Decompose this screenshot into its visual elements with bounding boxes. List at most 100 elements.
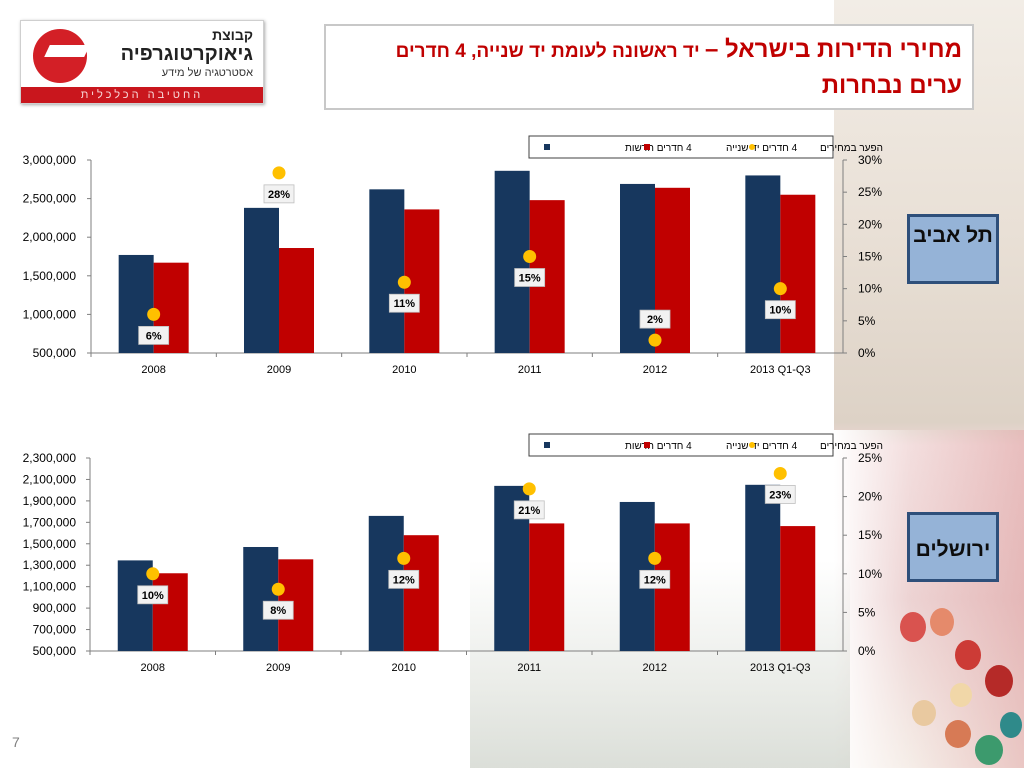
- y2-tick-label: 25%: [858, 185, 882, 199]
- gap-point: [397, 551, 411, 565]
- chart-tel-aviv: 3,000,000 2,500,000 2,000,000 1,500,000 1,00…: [23, 135, 883, 376]
- gap-label-box: [639, 569, 671, 589]
- x-tick-label: 2008: [141, 364, 165, 376]
- gap-label-text: 12%: [393, 574, 415, 586]
- y-tick-label: 1,500,000: [23, 537, 77, 551]
- y-tick-label: 1,700,000: [23, 515, 77, 529]
- gap-label: 11%: [388, 293, 420, 313]
- legend-marker: [644, 442, 650, 448]
- y-tick-label: 1,100,000: [23, 580, 77, 594]
- legend-marker: [749, 144, 755, 150]
- slide-title-main: מחירי הדירות בישראל –: [705, 36, 962, 63]
- city-label-tel-aviv: תל אביב: [907, 214, 999, 284]
- legend-box: [528, 135, 834, 159]
- gap-label-text: 10%: [142, 590, 164, 602]
- gap-label-box: [388, 293, 420, 313]
- gap-label: 6%: [138, 325, 170, 345]
- logo-mark-icon: [33, 29, 87, 83]
- gap-point: [523, 250, 537, 263]
- bar-second-hand: [780, 526, 816, 651]
- legend-marker: [544, 144, 550, 150]
- y-tick-label: 500,000: [33, 644, 77, 658]
- legend-marker: [749, 442, 755, 448]
- y-tick-label: 1,000,000: [23, 307, 77, 321]
- gap-label-box: [262, 600, 294, 620]
- y2-tick-label: 0%: [858, 644, 876, 658]
- x-tick-label: 2009: [267, 364, 291, 376]
- legend-box: [528, 433, 834, 457]
- legend: 4 חדרים חדשות 4 חדרים יד שנייה הפער במחירי…: [528, 135, 883, 159]
- gap-label: 12%: [639, 569, 671, 589]
- bar-second-hand: [780, 194, 816, 353]
- y-tick-label: 3,000,000: [23, 153, 77, 167]
- x-tick-label: 2011: [517, 662, 541, 674]
- legend-label: הפער במחירים: [820, 441, 883, 452]
- gap-point: [146, 567, 160, 581]
- bar-new: [244, 207, 279, 353]
- gap-point: [147, 307, 161, 321]
- logo-division: החטיבה הכלכלית: [21, 87, 263, 103]
- x-tick-label: 2012: [643, 364, 667, 376]
- gap-point: [773, 282, 787, 296]
- y-tick-label: 2,000,000: [23, 230, 77, 244]
- gap-point: [272, 166, 286, 180]
- y2-tick-label: 25%: [858, 451, 882, 465]
- gap-label: 15%: [514, 268, 546, 287]
- y2-tick-label: 20%: [858, 217, 882, 231]
- x-tick-label: 2010: [392, 364, 416, 376]
- gap-label-box: [138, 325, 170, 345]
- logo-company-name: גיאוקרטוגרפיה: [120, 43, 253, 65]
- y-tick-label: 2,100,000: [23, 472, 77, 486]
- y2-tick-label: 0%: [858, 346, 876, 360]
- gap-point: [648, 333, 662, 347]
- x-tick-label: 2008: [141, 662, 165, 674]
- y2-tick-label: 20%: [858, 490, 882, 504]
- gap-label-box: [764, 300, 796, 320]
- gap-point: [648, 551, 662, 565]
- city-label-jerusalem: ירושלים: [907, 512, 999, 582]
- gap-label: 10%: [137, 585, 169, 605]
- page-number: 7: [12, 734, 20, 750]
- legend-label: 4 חדרים יד שנייה: [726, 143, 798, 154]
- y2-tick-label: 10%: [858, 567, 882, 581]
- slide-title-line2: ערים נבחרות: [821, 72, 962, 99]
- x-tick-label: 2012: [643, 662, 667, 674]
- legend-label: 4 חדרים חדשות: [625, 441, 692, 452]
- slide-title-box: מחירי הדירות בישראל – יד ראשונה לעומת יד…: [324, 24, 974, 110]
- bar-second-hand: [403, 535, 439, 651]
- gap-label-text: 11%: [394, 298, 416, 310]
- gap-point: [397, 275, 411, 289]
- gap-label-box: [137, 585, 169, 605]
- gap-label: 10%: [764, 300, 796, 320]
- x-tick-label: 2013 Q1-Q3: [750, 364, 811, 376]
- gap-label-text: 2%: [647, 314, 663, 326]
- y2-tick-label: 5%: [858, 314, 876, 328]
- gap-label-box: [639, 309, 671, 329]
- gap-label: 2%: [639, 309, 671, 329]
- slide-title: מחירי הדירות בישראל – יד ראשונה לעומת יד…: [396, 36, 962, 64]
- gap-label: 23%: [764, 485, 796, 504]
- chart-jerusalem: 2,300,000 2,100,000 1,900,000 1,700,000 1,50…: [23, 433, 883, 674]
- gap-point: [773, 466, 787, 480]
- company-logo: קבוצת גיאוקרטוגרפיה אסטרטגיה של מידע החט…: [20, 20, 264, 104]
- gap-label-text: 15%: [519, 273, 541, 285]
- legend-marker: [544, 442, 550, 448]
- gap-label-box: [764, 485, 796, 504]
- x-tick-label: 2009: [266, 662, 290, 674]
- gap-label-text: 6%: [146, 330, 162, 342]
- legend-label: 4 חדרים יד שנייה: [726, 441, 798, 452]
- y-tick-label: 500,000: [33, 346, 77, 360]
- y-tick-label: 2,300,000: [23, 451, 77, 465]
- gap-label-box: [263, 184, 295, 204]
- y-tick-label: 1,500,000: [23, 269, 77, 283]
- legend-label: 4 חדרים חדשות: [625, 143, 692, 154]
- bar-new: [243, 546, 279, 651]
- gap-label-box: [513, 500, 545, 520]
- bar-new: [745, 175, 781, 353]
- y2-tick-label: 30%: [858, 153, 882, 167]
- gap-label: 8%: [262, 600, 294, 620]
- x-tick-label: 2010: [392, 662, 416, 674]
- slide-title-sub: יד ראשונה לעומת יד שנייה, 4 חדרים: [395, 41, 705, 62]
- y-tick-label: 1,900,000: [23, 494, 77, 508]
- gap-label-text: 23%: [769, 489, 791, 501]
